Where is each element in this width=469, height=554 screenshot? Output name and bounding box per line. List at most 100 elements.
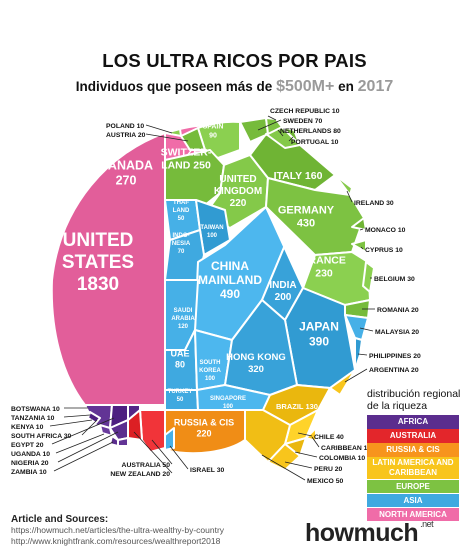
label-china-mainland: CHINA MAINLAND 490 [198, 259, 262, 301]
label-brazil: BRAZIL 130 [276, 402, 318, 411]
label-russia-and-cis: RUSSIA & CIS 220 [174, 418, 234, 439]
callout-nigeria: NIGERIA 20 [11, 460, 49, 467]
label-switzerland: SWITZER-LAND 250 [161, 147, 212, 172]
leader-uganda [55, 433, 105, 454]
cell-labels: UNITED STATES 1830 CANADA 270 SWITZER-LAND 25… [62, 124, 346, 439]
brand-name: howmuch [305, 519, 419, 547]
callout-caribbean: CARIBBEAN 10 [321, 445, 371, 452]
cell-belgium [362, 261, 375, 293]
legend-item-africa: AFRICA [367, 415, 459, 429]
leader-malaysia [359, 327, 374, 332]
brand-suffix: .net [420, 519, 434, 529]
leader-ireland [346, 190, 353, 203]
cell-caribbean [305, 427, 317, 442]
cell-argentina [329, 369, 356, 396]
label-thailand: THAI-LAND 50 [173, 200, 190, 222]
brand-logo: howmuch .net [305, 519, 434, 548]
callout-cyprus: CYPRUS 10 [365, 247, 403, 254]
chart-title: LOS ULTRA RICOS POR PAIS [102, 50, 367, 71]
leader-tanzania [63, 414, 91, 418]
leader-israel [169, 445, 189, 470]
label-taiwan: TAIWAN 100 [200, 225, 223, 239]
leader-philippines [357, 353, 368, 356]
callout-portugal: PORTUGAL 10 [291, 139, 339, 146]
callout-ireland: IRELAND 30 [354, 200, 394, 207]
label-turkey: TURKEY 50 [168, 389, 193, 403]
callout-poland: POLAND 10 [106, 123, 144, 130]
callout-czech-republic: CZECH REPUBLIC 10 [270, 108, 340, 115]
legend: AFRICA AUSTRALIA RUSSIA & CIS LATIN AMERICA… [367, 415, 459, 522]
label-south-korea: SOUTH KOREA 100 [199, 360, 221, 382]
cell-monaco [351, 217, 367, 231]
leader-nigeria [57, 431, 119, 463]
legend-item-europe: EUROPE [367, 479, 459, 493]
leader-egypt [51, 417, 115, 445]
source-link-2[interactable]: http://www.knightfrank.com/resources/wea… [11, 536, 221, 546]
leader-mexico [261, 454, 306, 481]
callout-argentina: ARGENTINA 20 [369, 367, 419, 374]
leader-kenya [49, 419, 93, 427]
leader-cyprus [360, 246, 364, 250]
leader-austria [145, 133, 189, 142]
cell-germany [265, 177, 365, 256]
callout-malaysia: MALAYSIA 20 [375, 329, 419, 336]
label-united-kingdom: UNITED KINGDOM 220 [214, 174, 262, 209]
label-uae: UAE 80 [170, 349, 189, 370]
subtitle-mid: en [338, 79, 354, 94]
leader-peru [284, 461, 313, 469]
leader-zambia [53, 441, 114, 472]
callout-colombia: COLOMBIA 10 [319, 455, 365, 462]
callout-sweden: SWEDEN 70 [283, 118, 323, 125]
cell-australia [139, 409, 166, 453]
cell-zambia [109, 435, 119, 447]
callout-labels: CZECH REPUBLIC 10 SWEDEN 70 NETHERLANDS 80… [11, 108, 421, 485]
callout-peru: PERU 20 [314, 466, 343, 473]
callout-israel: ISRAEL 30 [190, 467, 224, 474]
cell-austria [180, 127, 206, 151]
leader-new-zealand [133, 431, 173, 474]
callout-new-zealand: NEW ZEALAND 20 [110, 471, 170, 478]
label-indonesia: INDO-NESIA 70 [172, 233, 191, 255]
legend-item-australia: AUSTRALIA [367, 429, 459, 443]
leader-poland [145, 124, 173, 134]
callout-australia: AUSTRALIA 50 [122, 462, 171, 469]
leader-caribbean [311, 436, 320, 448]
leader-sweden [257, 119, 282, 131]
cell-portugal [281, 126, 301, 146]
subtitle-prefix: Individuos que poseen más de [75, 79, 273, 94]
callout-monaco: MONACO 10 [365, 227, 406, 234]
cell-united-states [50, 132, 166, 406]
chart-subtitle: Individuos que poseen más de $500M+ en 2… [0, 78, 469, 96]
cell-tanzania [127, 404, 141, 421]
cell-taiwan [195, 199, 231, 256]
callout-austria: AUSTRIA 20 [106, 132, 146, 139]
leader-monaco [359, 228, 364, 231]
label-singapore: SINGAPORE 100 [210, 396, 246, 410]
leader-argentina [344, 368, 368, 383]
cell-kenya [117, 437, 129, 447]
label-spain: SPAIN 90 [203, 124, 224, 140]
callout-botswana: BOTSWANA 10 [11, 406, 60, 413]
legend-title: distribución regional de la riqueza [367, 388, 461, 412]
legend-item-latin-america-and-caribbean: LATIN AMERICA AND CARIBBEAN [367, 457, 459, 479]
callout-belgium: BELGIUM 30 [374, 276, 415, 283]
subtitle-year: 2017 [357, 78, 394, 95]
callout-kenya: KENYA 10 [11, 424, 44, 431]
label-saudi-arabia: SAUDI ARABIA 120 [171, 308, 195, 330]
label-france: FRANCE 230 [302, 255, 346, 280]
leader-czech-republic [267, 115, 277, 121]
legend-item-asia: ASIA [367, 493, 459, 507]
callout-egypt: EGYPT 20 [11, 442, 44, 449]
cell-ireland [334, 174, 353, 196]
voronoi-cells [50, 117, 375, 471]
source-link-1[interactable]: https://howmuch.net/articles/the-ultra-w… [11, 525, 225, 535]
legend-item-russia-and-cis: RUSSIA & CIS [367, 443, 459, 457]
legend-item-north-america: NORTH AMERICA [367, 507, 459, 521]
cell-spain [197, 120, 241, 159]
label-italy: ITALY 160 [274, 170, 323, 182]
leader-netherlands [277, 129, 284, 137]
leader-chile [297, 432, 313, 437]
label-hong-kong: HONG KONG 320 [226, 352, 286, 375]
sources-block: Article and Sources: https://howmuch.net… [11, 514, 224, 547]
